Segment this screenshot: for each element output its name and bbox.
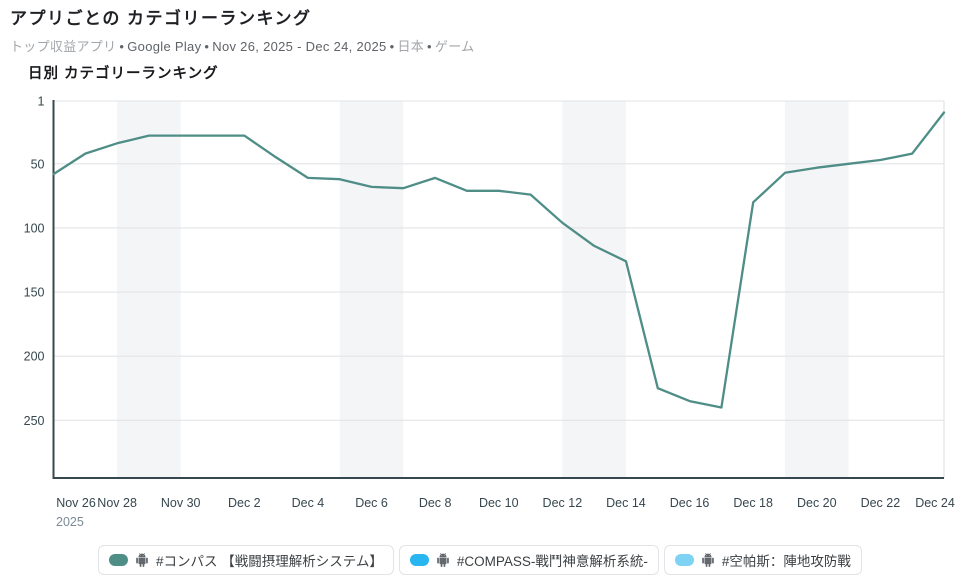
weekend-band (339, 101, 404, 478)
weekend-band (117, 101, 181, 478)
y-tick-label: 150 (24, 286, 45, 300)
x-tick-label: Dec 24 (915, 496, 955, 510)
y-tick-label: 1 (38, 95, 45, 109)
android-icon (436, 553, 450, 567)
subtitle-separator: • (389, 39, 395, 54)
x-tick-label: Dec 18 (733, 496, 773, 510)
legend-item-2[interactable]: #COMPASS-戰鬥神意解析系統- (398, 545, 659, 575)
legend-color-swatch (109, 554, 129, 566)
x-tick-label: Dec 16 (670, 496, 710, 510)
x-tick-label: Dec 8 (419, 496, 452, 510)
y-tick-label: 200 (24, 350, 45, 364)
subtitle-separator: • (119, 39, 125, 54)
legend-color-swatch (409, 554, 429, 566)
y-tick-label: 250 (24, 414, 45, 428)
legend-color-swatch (674, 554, 694, 566)
subtitle-part: Google Play (127, 39, 202, 54)
page-title: アプリごとの カテゴリーランキング (10, 9, 312, 28)
y-tick-label: 50 (31, 157, 45, 171)
android-icon (701, 553, 715, 567)
page-subtitle: トップ収益アプリ • Google Play • Nov 26, 2025 - Dec … (10, 36, 474, 55)
chart-title: 日別 カテゴリーランキング (28, 66, 219, 82)
legend-item-label: #コンパス 【戦闘摂理解析システム】 (156, 554, 383, 569)
x-tick-label: Dec 10 (479, 496, 519, 510)
x-tick-label: Nov 30 (161, 496, 201, 510)
y-tick-label: 100 (24, 221, 45, 235)
x-tick-label: Dec 12 (543, 496, 583, 510)
android-icon (135, 553, 149, 567)
x-tick-label: Dec 2 (228, 496, 261, 510)
legend-item-label: #COMPASS-戰鬥神意解析系統- (456, 554, 648, 569)
ranking-line-series-1[interactable] (52, 111, 946, 409)
x-tick-label: Dec 4 (292, 496, 325, 510)
x-axis-year-label: 2025 (56, 515, 84, 529)
subtitle-part: Nov 26, 2025 - Dec 24, 2025 (212, 39, 387, 54)
x-tick-label: Dec 6 (355, 496, 388, 510)
legend-item-3[interactable]: #空帕斯：陣地攻防戰 (663, 545, 862, 575)
x-tick-label: Nov 26 (56, 496, 96, 510)
x-tick-label: Dec 20 (797, 496, 837, 510)
x-tick-label: Dec 14 (606, 496, 646, 510)
subtitle-part: 日本 (397, 39, 425, 54)
subtitle-separator: • (204, 39, 210, 54)
page-header: アプリごとの カテゴリーランキング トップ収益アプリ • Google Play • N… (10, 4, 474, 55)
subtitle-separator: • (427, 39, 432, 54)
legend-item-1[interactable]: #コンパス 【戦闘摂理解析システム】 (98, 545, 394, 575)
x-tick-label: Dec 22 (861, 496, 901, 510)
subtitle-part: トップ収益アプリ (10, 39, 117, 54)
weekend-band (562, 101, 626, 478)
legend-item-label: #空帕斯：陣地攻防戰 (721, 554, 851, 569)
x-tick-label: Nov 28 (97, 496, 137, 510)
chart-legend: #コンパス 【戦闘摂理解析システム】 #COMPASS-戰鬥神意解析系統- #空帕斯… (0, 545, 960, 575)
weekend-band (784, 101, 849, 478)
subtitle-part: ゲーム (434, 39, 475, 54)
